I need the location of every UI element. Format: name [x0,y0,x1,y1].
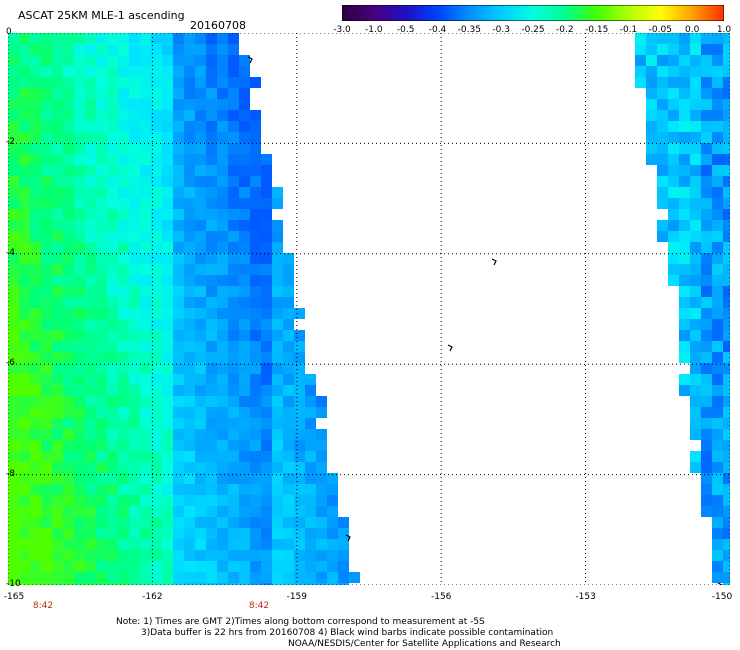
contamination-barb-icon [491,258,497,266]
colorbar-tick-label: -0.15 [585,25,609,35]
map-title: ASCAT 25KM MLE-1 ascending [18,9,185,22]
longitude-label: -165 [3,592,25,602]
map-date: 20160708 [190,19,246,32]
bottom-time-label: 8:42 [248,601,270,611]
latitude-label: -2 [6,137,15,148]
colorbar-tick-label: 0.0 [684,25,700,35]
colorbar-tick-labels: -3.0 -1.0 -0.5 -0.4 -0.35 -0.3 -0.25 -0.2 -0.15-… [330,25,736,37]
note-line-1: Note: 1) Times are GMT 2)Times along bot… [116,617,485,627]
colorbar-tick-label: -0.2 [556,25,574,35]
contamination-barb-icon [717,582,723,585]
contamination-barb-icon [345,534,351,542]
longitude-label: -150 [711,592,733,602]
contamination-barb-icon [447,344,453,352]
colorbar-tick-label: -0.35 [457,25,481,35]
wind-field-cells [8,33,730,585]
colorbar [342,5,724,21]
contamination-barb-icon [247,56,253,64]
graticule [8,33,730,585]
colorbar-tick-label: 1.0 [716,25,732,35]
colorbar-tick-label: -0.4 [428,25,447,35]
colorbar-tick-label: -0.1 [619,25,638,35]
colorbar-tick-label: -1.0 [365,25,383,35]
colorbar-gradient [342,5,724,21]
longitude-label: -153 [575,592,596,602]
note-line-3: NOAA/NESDIS/Center for Satellite Applica… [288,639,561,649]
colorbar-tick-label: -0.05 [648,25,672,35]
longitude-label: -156 [430,592,452,602]
latitude-label: -8 [6,468,15,479]
latitude-label: -10 [6,579,21,589]
colorbar-tick-label: -0.5 [396,25,415,35]
latitude-label: -6 [6,358,15,369]
note-line-2: 3)Data buffer is 22 hrs from 20160708 4)… [141,628,554,638]
longitude-label: -162 [142,592,163,602]
colorbar-tick-label: -0.3 [492,25,510,35]
latitude-label: 0 [6,27,12,37]
swath-map [8,33,730,585]
longitude-label: -159 [286,592,308,602]
bottom-time-label: 8:42 [32,601,54,611]
latitude-label: -4 [6,247,15,258]
colorbar-tick-label: -3.0 [333,25,351,35]
colorbar-tick-label: -0.25 [521,25,545,35]
